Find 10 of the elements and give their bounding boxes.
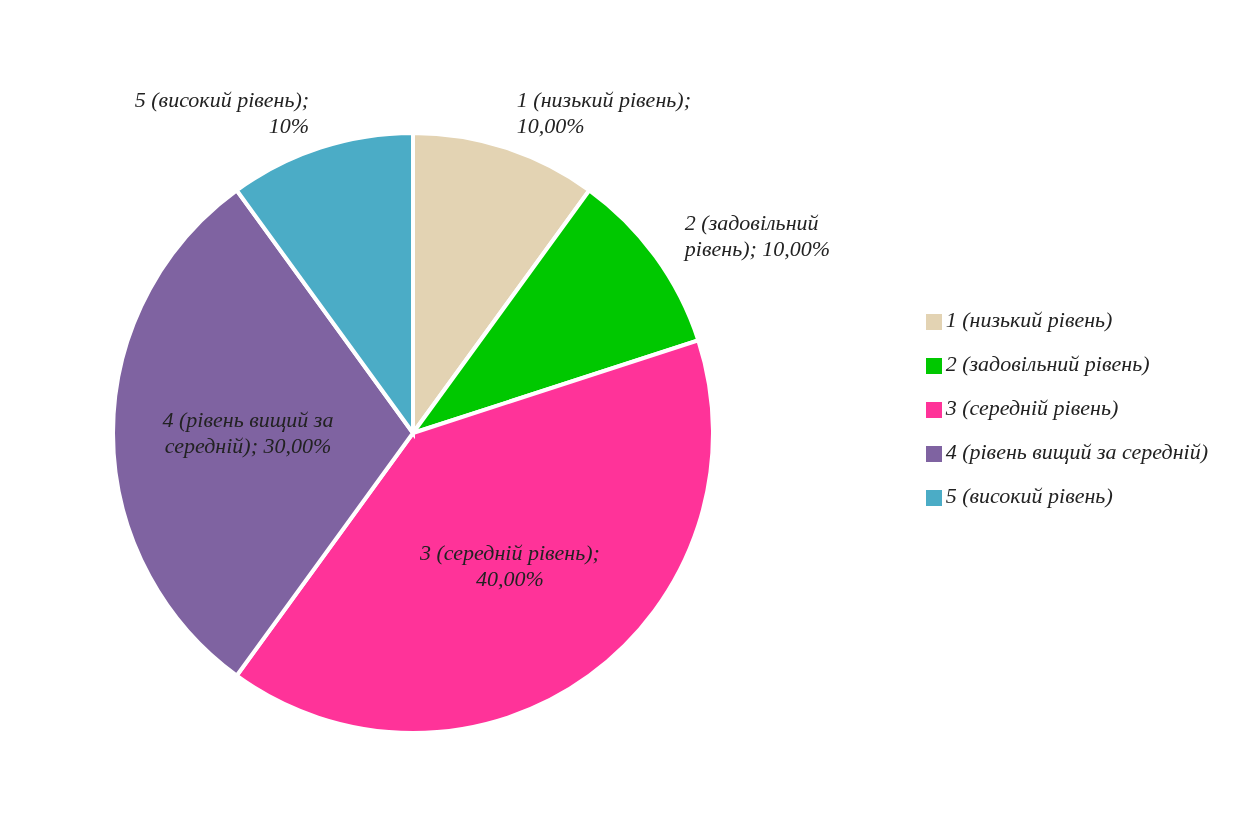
data-label: 3 (середній рівень); 40,00% — [419, 540, 600, 592]
legend-label: 5 (високий рівень) — [945, 483, 1113, 508]
legend-label: 1 (низький рівень) — [945, 307, 1113, 332]
data-label: 4 (рівень вищий за середній); 30,00% — [162, 407, 334, 458]
legend-label: 2 (задовільний рівень) — [945, 351, 1150, 376]
legend-label: 4 (рівень вищий за середній) — [945, 439, 1208, 464]
data-label: 1 (низький рівень); 10,00% — [516, 87, 691, 139]
data-label: 5 (високий рівень); 10% — [134, 87, 310, 139]
data-label: 2 (задовільний рівень); 10,00% — [682, 209, 831, 261]
legend-label: 3 (середній рівень) — [945, 395, 1119, 420]
